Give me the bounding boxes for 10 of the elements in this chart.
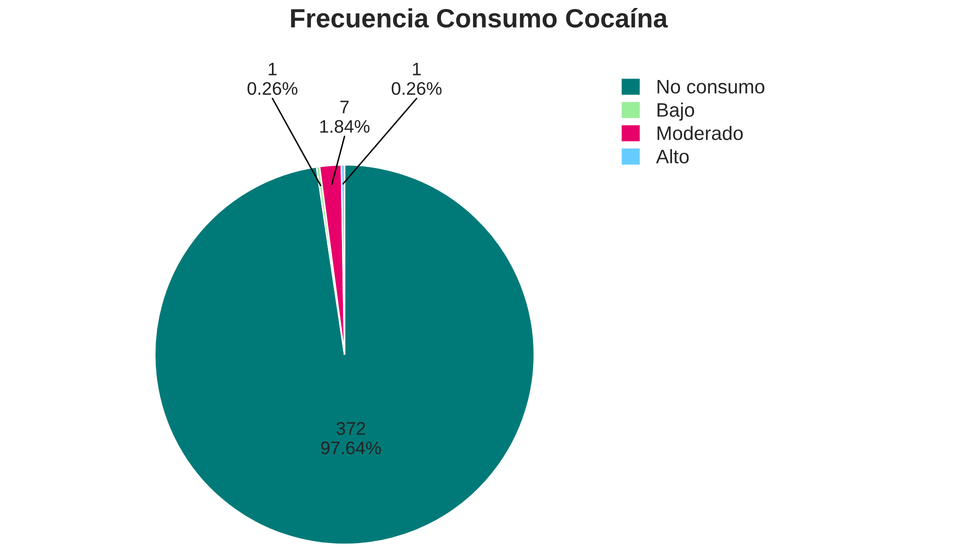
pie-slice [154, 164, 535, 545]
data-label: 1 0.26% [392, 62, 442, 95]
data-label: 7 1.84% [320, 100, 370, 133]
legend-label: Bajo [658, 102, 694, 121]
legend-label: Moderado [658, 126, 743, 140]
data-label: 372 97.64% [321, 422, 381, 454]
legend-label: Alto [656, 149, 689, 164]
data-label: 1 0.26% [248, 62, 298, 95]
legend-label: No consumo [658, 80, 764, 94]
chart-title: Frecuencia Consumo Cocaína [291, 8, 668, 28]
